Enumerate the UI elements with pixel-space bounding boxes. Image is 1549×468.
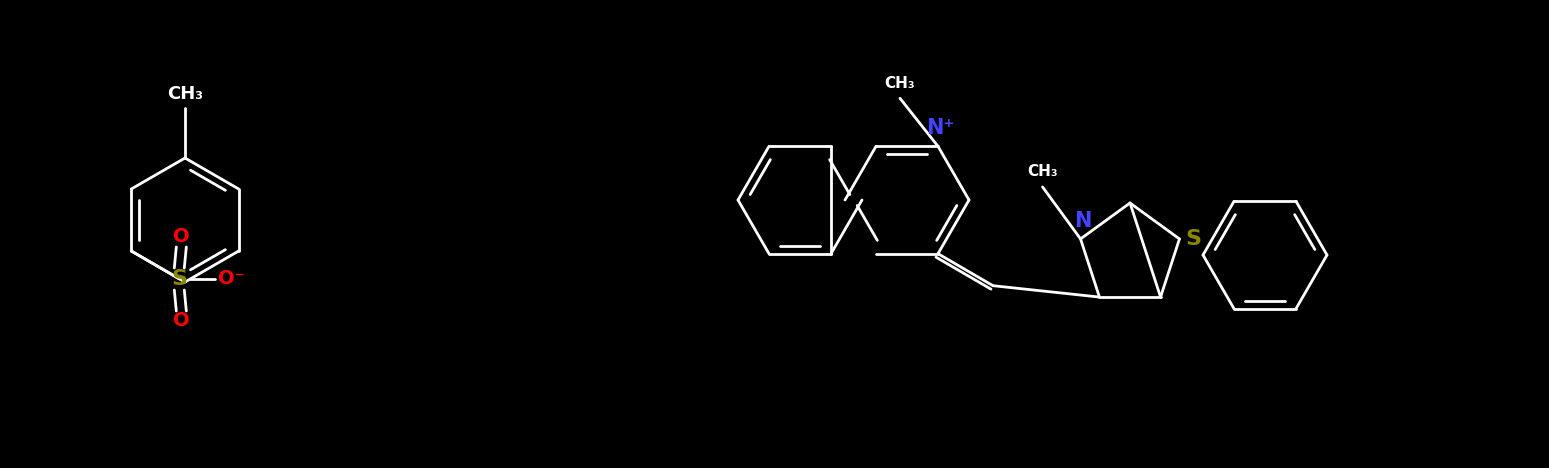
Text: N: N — [1073, 211, 1090, 231]
Text: O: O — [173, 227, 189, 247]
Text: S: S — [172, 269, 187, 289]
Text: CH₃: CH₃ — [884, 76, 915, 91]
Text: S: S — [1185, 229, 1202, 249]
Text: CH₃: CH₃ — [167, 85, 203, 103]
Text: N⁺: N⁺ — [926, 118, 954, 139]
Text: O⁻: O⁻ — [218, 270, 245, 288]
Text: CH₃: CH₃ — [1027, 164, 1058, 179]
Text: O: O — [173, 312, 189, 330]
